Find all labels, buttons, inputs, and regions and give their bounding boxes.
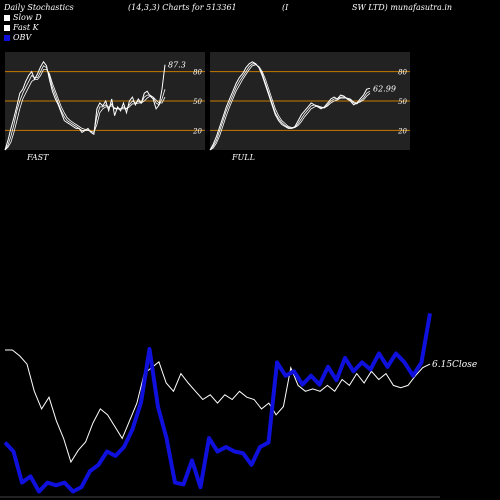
close-value-text: 6.15 [432,360,452,370]
legend-slow-d: Slow D [4,13,42,22]
full-tick-80: 80 [398,69,407,77]
full-xlabel: FULL [231,153,255,162]
close-caption-text: Close [452,360,477,370]
close-line [5,349,431,464]
full-last-value: 62.99 [373,84,396,93]
full-series-3 [209,64,371,151]
legend-swatch-slow-d [4,14,10,21]
header-title: Daily Stochastics [4,3,74,12]
fast-series-2 [4,65,166,151]
full-tick-20: 20 [397,127,407,135]
legend-label-fast-k: Fast K [13,23,39,32]
legend-swatch-obv [4,34,10,41]
fast-last-value: 87.3 [168,61,186,70]
header-mid: (I [282,3,289,12]
obv-line [3,313,432,494]
legend-fast-k: Fast K [4,23,39,32]
legend-obv: OBV [4,33,31,42]
fast-tick-80: 80 [193,69,202,77]
header-source: SW LTD) munafasutra.in [352,3,453,12]
full-tick-50: 50 [398,98,407,106]
legend-swatch-fast-k [4,24,10,31]
fast-tick-50: 50 [193,98,202,106]
fast-xlabel: FAST [26,153,49,162]
close-last-value: 6.15Close [432,360,477,370]
full-series-2 [209,63,371,151]
legend-label-slow-d: Slow D [13,13,42,22]
fast-tick-20: 20 [192,127,202,135]
fast-series-3 [4,69,166,151]
full-series-1 [209,61,371,151]
header-params: (14,3,3) Charts for 513361 [128,3,237,12]
legend-label-obv: OBV [13,33,32,42]
